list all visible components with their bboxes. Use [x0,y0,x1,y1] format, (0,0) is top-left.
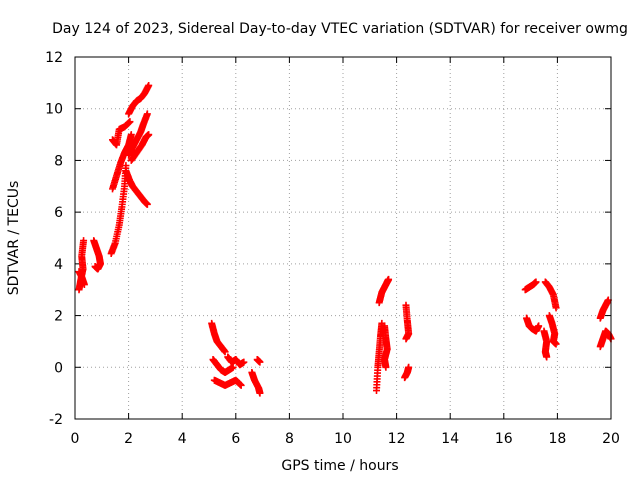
chart-title: Day 124 of 2023, Sidereal Day-to-day VTE… [52,21,628,37]
x-tick-label: 12 [388,431,406,447]
data-point [145,131,153,139]
data-point [256,389,264,397]
data-points [75,81,615,397]
data-point [127,131,135,139]
data-point [221,348,229,356]
data-point [91,262,99,270]
y-tick-labels: -2 0 2 4 6 8 10 12 [45,50,63,428]
y-tick-label: -2 [49,412,63,428]
data-point [532,278,540,286]
data-point [240,358,248,366]
x-axis-label: GPS time / hours [281,458,398,474]
data-point [405,363,413,371]
data-point [80,281,88,289]
y-tick-label: 10 [45,102,63,118]
y-tick-label: 2 [54,309,63,325]
x-tick-label: 14 [441,431,459,447]
data-point [535,322,543,330]
data-point [385,275,393,283]
x-tick-label: 8 [285,431,294,447]
x-tick-labels: 0 2 4 6 8 10 12 14 16 18 20 [71,431,620,447]
data-point [552,340,560,348]
data-point [552,304,560,312]
x-tick-label: 10 [334,431,352,447]
data-point [256,358,264,366]
x-tick-label: 6 [231,431,240,447]
y-tick-label: 0 [54,360,63,376]
x-tick-label: 20 [602,431,620,447]
data-point [126,118,134,126]
data-point [143,200,151,208]
data-point [402,335,410,343]
y-tick-label: 4 [54,257,63,273]
data-point [80,237,88,245]
data-point [237,381,245,389]
data-point [543,353,551,361]
data-point [382,363,390,371]
y-tick-label: 6 [54,205,63,221]
y-tick-label: 8 [54,153,63,169]
x-tick-label: 16 [495,431,513,447]
plot-frame [74,56,612,420]
y-tick-label: 12 [45,50,63,66]
data-point [143,110,151,118]
y-axis-label: SDTVAR / TECUs [6,181,22,296]
data-point [145,81,153,89]
x-tick-label: 4 [178,431,187,447]
x-tick-label: 0 [71,431,80,447]
x-tick-label: 2 [124,431,133,447]
x-tick-label: 18 [548,431,566,447]
grid-lines [75,57,611,419]
